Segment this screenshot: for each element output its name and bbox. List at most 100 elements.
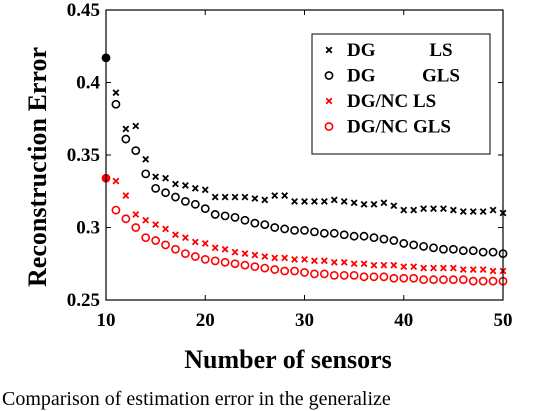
series-1-point (152, 173, 160, 181)
series-1-point (340, 197, 348, 205)
series-1-point (132, 122, 140, 130)
series-1-point (390, 202, 398, 210)
series-2-point (151, 183, 161, 193)
series-3-point (440, 264, 447, 272)
series-2-point (439, 244, 448, 254)
series-1-point (281, 192, 289, 200)
series-1-point (330, 196, 338, 204)
series-3-point (211, 244, 219, 252)
series-3-point (469, 266, 477, 273)
series-1-point (310, 197, 318, 205)
series-4-point (399, 273, 409, 283)
series-4-point (349, 270, 359, 280)
series-4-point (329, 270, 339, 280)
series-3-point (370, 261, 378, 269)
series-1-point (370, 200, 378, 208)
series-3-point (191, 238, 199, 246)
series-2-point (339, 230, 349, 240)
series-1-point (380, 199, 388, 207)
series-2-point (409, 240, 419, 250)
legend-marker-4 (324, 122, 334, 131)
series-4-point (488, 276, 498, 286)
series-2-point (419, 241, 428, 251)
series-3-point (172, 231, 179, 239)
series-4-point (369, 272, 379, 282)
series-2-point (141, 169, 151, 179)
series-2-point (488, 247, 498, 257)
series-4-point (339, 270, 349, 280)
series-3-point (400, 263, 408, 271)
series-2-point (379, 234, 389, 244)
series-1-point (241, 193, 249, 201)
series-3-point (231, 248, 239, 256)
series-4-point (111, 205, 121, 215)
series-4-point (250, 262, 260, 272)
series-2-point (230, 212, 240, 222)
series-3-point (340, 258, 348, 266)
series-2-point (171, 192, 180, 202)
series-4-point (448, 275, 458, 285)
series-3-point (201, 240, 209, 247)
series-3-point (271, 254, 279, 262)
series-1-point (459, 208, 467, 215)
series-1-point (271, 192, 279, 200)
series-3-point (241, 250, 249, 258)
series-2-point (458, 246, 468, 256)
series-3-point (152, 221, 160, 229)
series-1-point (172, 180, 179, 188)
series-3-point (132, 211, 140, 218)
legend-label-3: DG/NC LS (347, 91, 436, 112)
series-2-point (359, 231, 369, 241)
legend-label-1: DG (347, 40, 376, 61)
series-1-point (162, 174, 169, 182)
series-3-point (410, 263, 418, 271)
series-1-point (301, 197, 308, 205)
series-3-point (360, 260, 368, 268)
series-2-point (429, 243, 438, 253)
series-2-point (310, 227, 319, 237)
legend-marker-2 (324, 71, 334, 80)
series-3-point (320, 257, 328, 265)
series-3-point (181, 234, 189, 242)
series-4-point (161, 240, 170, 250)
series-4-point (439, 275, 448, 285)
series-1-point (440, 205, 447, 213)
series-3-point (112, 177, 120, 185)
y-tick-label: 0.45 (67, 0, 100, 21)
series-2-point (250, 218, 260, 228)
figure-caption: Comparison of estimation error in the ge… (2, 388, 391, 410)
series-2-point (111, 99, 121, 109)
y-axis-title: Reconstruction Error (23, 47, 52, 287)
series-1-point (261, 196, 269, 204)
series-4-point (151, 236, 161, 245)
series-1-point (122, 125, 130, 133)
series-2-point (210, 210, 220, 219)
series-2-point (448, 244, 458, 254)
y-tick-label: 0.35 (67, 145, 100, 166)
series-2-point (270, 223, 280, 232)
series-4-point (171, 244, 180, 254)
series-2-point (280, 224, 290, 234)
series-4-point (180, 249, 190, 258)
series-3-point (251, 251, 259, 259)
series-3-point (479, 266, 487, 273)
series-2-point (121, 134, 131, 144)
x-tick-label: 30 (295, 310, 314, 331)
series-1-point (142, 155, 150, 163)
x-tick-label: 50 (494, 310, 513, 331)
series-3-point (449, 264, 457, 272)
series-1-point (112, 89, 120, 97)
legend-marker-3 (325, 97, 333, 105)
legend-marker-1 (325, 46, 333, 54)
series-4-point (270, 265, 280, 274)
series-4-point (280, 266, 290, 276)
series-2-point (190, 199, 200, 209)
series-3-point (281, 254, 289, 262)
series-3-point (221, 245, 229, 253)
series-1-point (469, 208, 477, 215)
series-4-point (131, 223, 141, 232)
series-4-point (260, 263, 270, 273)
series-4-point (389, 273, 399, 283)
series-4-point (458, 275, 468, 285)
series-1-point (320, 197, 328, 205)
